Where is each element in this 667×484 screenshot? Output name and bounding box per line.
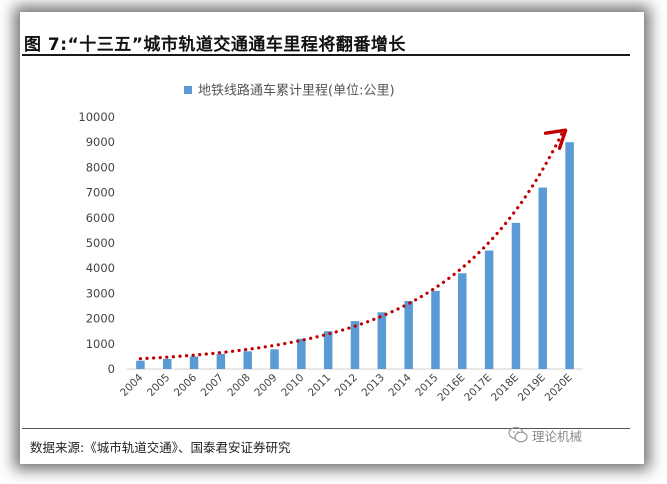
x-tick-label: 2007 xyxy=(199,372,226,399)
bar-2005 xyxy=(162,358,172,369)
bar-2016E xyxy=(458,273,467,369)
y-tick-label: 7000 xyxy=(86,186,115,200)
bar-2007 xyxy=(216,353,226,369)
trend-arrowhead xyxy=(543,128,568,150)
x-tick-label: 2012 xyxy=(333,372,360,399)
x-axis: 2004 2005 2006 2007 2008 2009 2010 2011 2012 2013… xyxy=(118,371,575,403)
chart-legend: 地铁线路通车累计里程(单位:公里) xyxy=(184,83,395,99)
y-tick-label: 10000 xyxy=(78,110,115,124)
bar-2011 xyxy=(323,331,333,369)
legend-swatch xyxy=(184,86,192,94)
bar-2020E xyxy=(565,142,574,369)
x-tick-label: 2004 xyxy=(118,371,146,399)
x-tick-label: 2009 xyxy=(252,372,279,399)
x-tick-label: 2018E xyxy=(489,372,521,404)
legend-label: 地铁线路通车累计里程(单位:公里) xyxy=(198,83,395,99)
y-tick-label: 2000 xyxy=(86,312,115,326)
source-note: 数据来源:《城市轨道交通》、国泰君安证券研究 xyxy=(30,440,291,455)
bar-2008 xyxy=(243,351,252,369)
watermark: 理论机械 xyxy=(508,426,634,444)
y-tick-label: 1000 xyxy=(86,337,115,351)
y-tick-label: 3000 xyxy=(86,286,115,300)
source-divider xyxy=(22,428,630,429)
y-tick-label: 9000 xyxy=(86,135,115,149)
bar-2009 xyxy=(270,349,279,369)
y-tick-label: 4000 xyxy=(86,261,115,275)
x-tick-label: 2019E xyxy=(516,372,548,404)
bar-2015 xyxy=(431,290,440,369)
y-axis: 0 1000 2000 3000 4000 5000 6000 7000 8000 9000 100… xyxy=(78,110,115,376)
figure-title: 图 7:“十三五”城市轨道交通通车里程将翻番增长 xyxy=(24,35,406,55)
bar-2004 xyxy=(136,360,145,369)
x-tick-label: 2014 xyxy=(386,371,414,399)
y-tick-label: 0 xyxy=(108,362,115,376)
x-tick-label: 2005 xyxy=(145,372,172,399)
bar-2012 xyxy=(350,321,360,369)
bar-2013 xyxy=(377,312,387,369)
bar-2014 xyxy=(404,300,413,369)
y-tick-label: 5000 xyxy=(86,236,115,250)
bar-2018E xyxy=(511,222,521,369)
trend-line xyxy=(138,128,566,361)
bar-2010 xyxy=(297,338,306,369)
x-tick-label: 2010 xyxy=(279,372,306,399)
x-tick-label: 2017E xyxy=(462,372,494,404)
bar-2017E xyxy=(484,250,494,369)
title-divider xyxy=(22,54,630,56)
y-tick-label: 8000 xyxy=(86,160,115,174)
watermark-text: 理论机械 xyxy=(532,428,583,444)
bar-series xyxy=(136,142,574,369)
x-tick-label: 2008 xyxy=(225,372,252,399)
x-tick-label: 2011 xyxy=(306,372,333,399)
trendline xyxy=(138,128,568,361)
x-tick-label: 2006 xyxy=(172,371,200,399)
x-tick-label: 2020E xyxy=(543,372,575,404)
wechat-icon xyxy=(508,426,528,443)
bar-2019E xyxy=(538,187,548,369)
bar-2006 xyxy=(189,356,199,369)
x-tick-label: 2016E xyxy=(435,372,467,404)
y-tick-label: 6000 xyxy=(86,211,115,225)
x-tick-label: 2013 xyxy=(360,372,387,399)
